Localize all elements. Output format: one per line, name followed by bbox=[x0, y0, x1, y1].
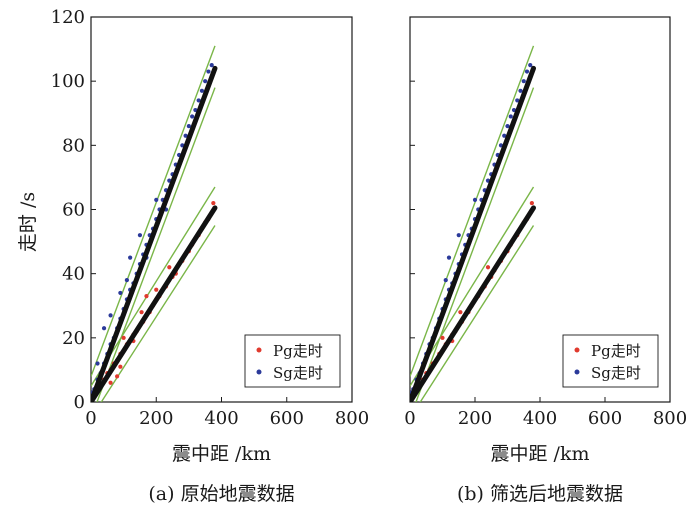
legend-sg-marker bbox=[574, 369, 580, 375]
sg-point bbox=[137, 233, 143, 238]
x-tick-label: 800 bbox=[653, 408, 687, 429]
pg-point bbox=[139, 310, 144, 315]
x-tick-label: 400 bbox=[523, 408, 557, 429]
sg-point bbox=[95, 361, 100, 366]
x-tick-label: 0 bbox=[85, 408, 96, 429]
sg-point bbox=[518, 88, 523, 93]
sg-point bbox=[206, 69, 211, 74]
legend-label: Sg走时 bbox=[273, 364, 323, 382]
y-tick-label: 20 bbox=[62, 328, 85, 349]
pg-point bbox=[115, 374, 120, 379]
panel-title: (a) 原始地震数据 bbox=[148, 483, 294, 505]
sg-point bbox=[508, 114, 513, 119]
x-axis-label: 震中距 /km bbox=[491, 443, 590, 465]
legend-box bbox=[244, 334, 341, 388]
legend-label: Sg走时 bbox=[591, 364, 641, 382]
y-axis-label: 走时 /s bbox=[17, 192, 39, 252]
pg-point bbox=[485, 265, 491, 270]
legend-pg-marker bbox=[256, 347, 262, 353]
bound-line bbox=[415, 87, 535, 402]
sg-point bbox=[456, 233, 461, 238]
pg-point bbox=[118, 364, 123, 369]
legend-label: Pg走时 bbox=[273, 342, 323, 360]
fit-line bbox=[410, 65, 536, 402]
sg-point bbox=[528, 63, 533, 68]
sg-point bbox=[154, 197, 159, 202]
legend: Pg走时 Sg走时 bbox=[562, 334, 659, 388]
y-tick-label: 120 bbox=[51, 7, 85, 28]
pg-point bbox=[144, 294, 149, 299]
sg-point bbox=[108, 313, 113, 318]
sg-point bbox=[209, 63, 214, 68]
sg-point bbox=[515, 98, 520, 103]
pg-point bbox=[108, 380, 113, 385]
sg-point bbox=[203, 79, 208, 84]
sg-point bbox=[101, 326, 107, 331]
legend: Pg走时 Sg走时 bbox=[244, 334, 341, 388]
y-tick-label: 100 bbox=[51, 71, 85, 92]
bound-line bbox=[96, 87, 216, 402]
x-tick-label: 800 bbox=[335, 408, 369, 429]
x-axis-label: 震中距 /km bbox=[172, 443, 271, 465]
sg-point bbox=[199, 88, 205, 93]
fit-line bbox=[91, 205, 218, 402]
sg-point bbox=[524, 69, 530, 74]
pg-point bbox=[440, 335, 445, 340]
pg-point bbox=[167, 265, 172, 270]
legend-label: Pg走时 bbox=[591, 342, 641, 360]
pg-point bbox=[458, 310, 463, 315]
sg-point bbox=[446, 255, 452, 260]
x-tick-label: 200 bbox=[139, 408, 173, 429]
sg-point bbox=[521, 79, 526, 84]
bound-line bbox=[91, 45, 216, 377]
sg-point bbox=[128, 255, 133, 260]
x-tick-label: 600 bbox=[270, 408, 304, 429]
y-tick-label: 40 bbox=[62, 264, 85, 285]
fit-line bbox=[410, 205, 536, 402]
legend-pg-marker bbox=[574, 347, 580, 353]
sg-point bbox=[183, 133, 188, 138]
legend-sg-marker bbox=[256, 369, 262, 375]
y-tick-label: 0 bbox=[74, 392, 85, 413]
x-tick-label: 600 bbox=[588, 408, 622, 429]
sg-point bbox=[186, 123, 191, 129]
sg-point bbox=[443, 277, 448, 283]
panel-a: 0 200 400 600 800 0 20 40 60 80 100 120 Pg走时 Sg走时震中距 … bbox=[51, 7, 370, 505]
sg-point bbox=[118, 290, 123, 296]
sg-point bbox=[190, 114, 195, 119]
bound-line bbox=[419, 225, 535, 402]
pg-point bbox=[121, 335, 126, 340]
bound-line bbox=[410, 45, 535, 377]
bound-line bbox=[100, 225, 216, 402]
x-tick-label: 200 bbox=[458, 408, 492, 429]
pg-point bbox=[154, 287, 159, 292]
panel-title: (b) 筛选后地震数据 bbox=[457, 483, 623, 505]
sg-point bbox=[196, 98, 201, 103]
sg-point bbox=[502, 133, 507, 138]
fit-line bbox=[91, 65, 218, 402]
legend-box bbox=[562, 334, 659, 388]
x-tick-label: 400 bbox=[204, 408, 238, 429]
sg-point bbox=[124, 277, 129, 283]
pg-point bbox=[529, 200, 534, 206]
sg-point bbox=[505, 123, 510, 129]
y-tick-label: 80 bbox=[62, 135, 85, 156]
pg-point bbox=[211, 200, 216, 206]
sg-point bbox=[472, 197, 478, 202]
y-tick-label: 60 bbox=[62, 200, 85, 221]
x-tick-label: 0 bbox=[404, 408, 415, 429]
